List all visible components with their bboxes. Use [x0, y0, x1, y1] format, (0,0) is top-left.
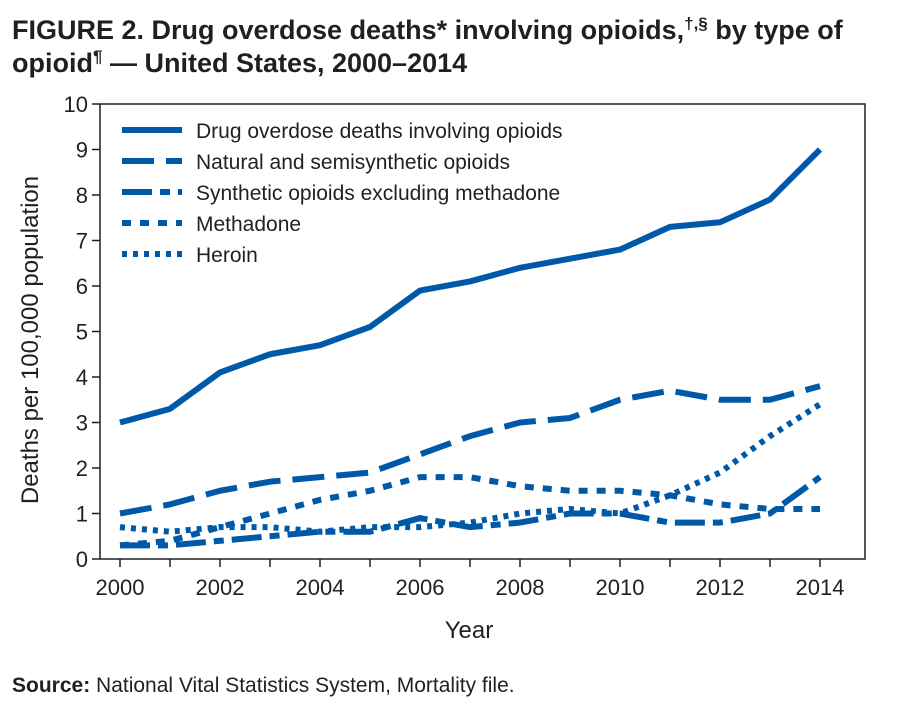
series-line-3	[120, 474, 822, 549]
chart-axes: 0 1 2 3 4 5 6 7 8 9 10 2000 2002 2004 2006 2008 2010 2012…	[64, 92, 866, 600]
y-axis-label: Deaths per 100,000 population	[17, 176, 44, 504]
legend-label-4: Methadone	[196, 213, 301, 236]
figure-title-sup1: †,§	[684, 14, 708, 33]
x-tick-label: 2012	[696, 575, 745, 600]
x-tick-label: 2010	[596, 575, 645, 600]
legend-label-2: Natural and semisynthetic opioids	[196, 151, 510, 174]
x-tick-label: 2004	[296, 575, 345, 600]
x-tick-label: 2008	[496, 575, 545, 600]
figure-title-part2: by type of opioid	[12, 15, 843, 78]
x-tick-label: 2014	[796, 575, 845, 600]
figure-title-part1: FIGURE 2. Drug overdose deaths* involvin…	[12, 15, 685, 45]
chart-series	[119, 147, 823, 549]
y-tick-label: 6	[76, 274, 88, 299]
legend-label-1: Drug overdose deaths involving opioids	[196, 120, 563, 143]
figure-source: Source: National Vital Statistics System…	[12, 674, 515, 698]
chart-legend: Drug overdose deaths involving opioids Na…	[122, 120, 563, 267]
y-tick-label: 5	[76, 320, 88, 345]
y-tick-label: 10	[64, 92, 88, 117]
x-axis-label: Year	[445, 617, 494, 644]
legend-label-5: Heroin	[196, 244, 258, 267]
legend-label-3: Synthetic opioids excluding methadone	[196, 182, 560, 205]
x-tick-label: 2002	[196, 575, 245, 600]
source-text: National Vital Statistics System, Mortal…	[90, 674, 515, 697]
y-tick-label: 2	[76, 456, 88, 481]
y-tick-label: 3	[76, 411, 88, 436]
y-tick-label: 1	[76, 502, 88, 527]
figure-title-sup2: ¶	[92, 47, 103, 66]
y-tick-label: 8	[76, 183, 88, 208]
figure-title-part3: — United States, 2000–2014	[102, 48, 468, 78]
source-label: Source:	[12, 674, 91, 697]
series-line-2	[119, 383, 821, 517]
y-tick-label: 0	[76, 547, 88, 572]
x-tick-label: 2006	[396, 575, 445, 600]
y-tick-label: 9	[76, 138, 88, 163]
figure-title: FIGURE 2. Drug overdose deaths* involvin…	[12, 14, 912, 80]
y-tick-label: 4	[76, 365, 88, 390]
series-line-1	[119, 147, 823, 426]
series-line-5	[119, 401, 822, 535]
y-tick-label: 7	[76, 229, 88, 254]
x-tick-label: 2000	[96, 575, 145, 600]
